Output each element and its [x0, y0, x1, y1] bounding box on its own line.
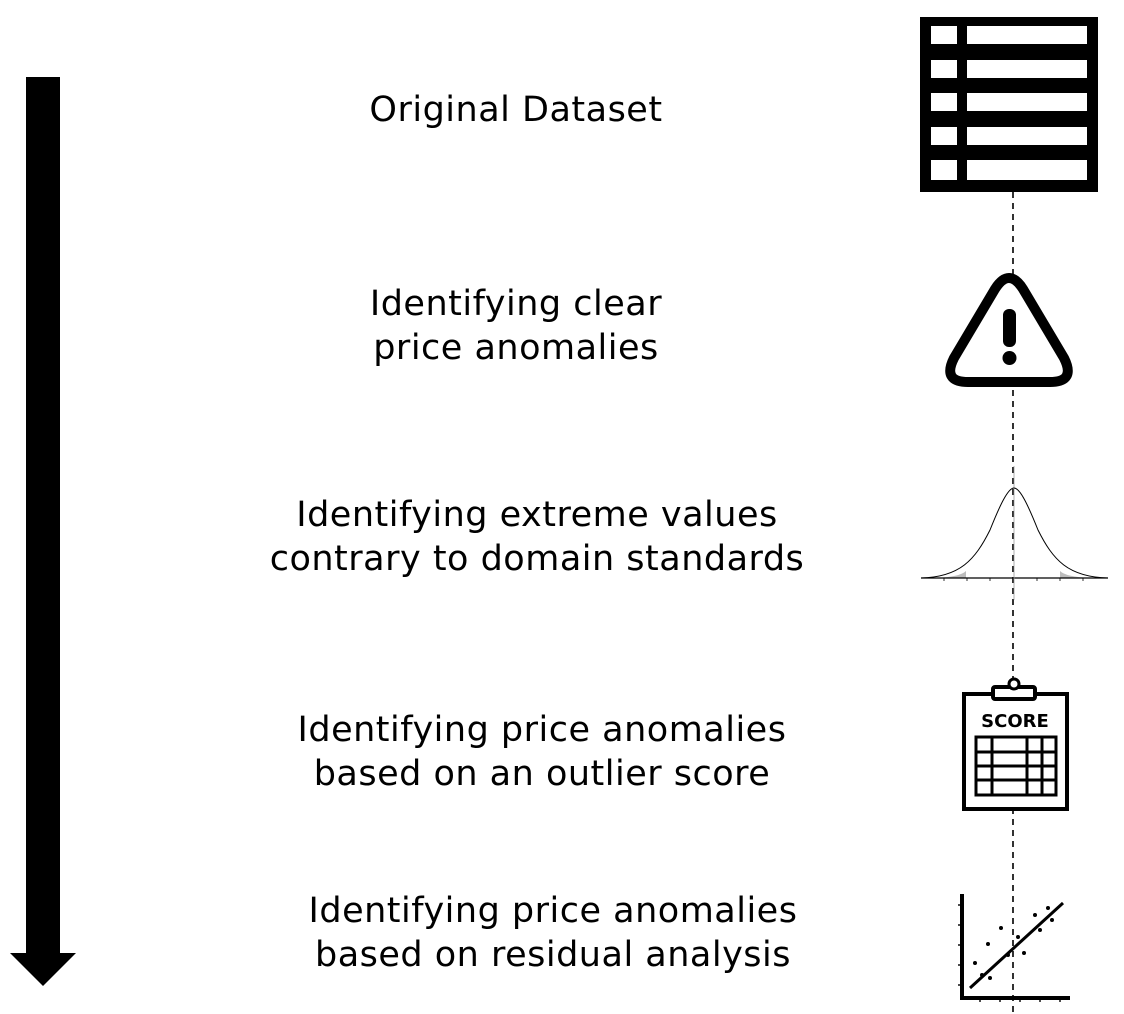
warning-icon [945, 273, 1073, 387]
flow-arrow [10, 77, 76, 986]
score-clipboard-icon: SCORE [962, 677, 1069, 811]
step-4-line-1: Identifying price anomalies [297, 710, 787, 750]
step-3-line-1: Identifying extreme values [296, 495, 778, 535]
step-label-residual-analysis: Identifying price anomalies based on res… [280, 889, 826, 977]
step-label-extreme-values: Identifying extreme values contrary to d… [236, 493, 838, 581]
normal-distribution-icon [920, 466, 1109, 600]
step-2-line-1: Identifying clear [369, 284, 663, 324]
table-icon [920, 17, 1098, 192]
step-5-line-2: based on residual analysis [314, 935, 791, 975]
step-label-clear-anomalies: Identifying clear price anomalies [280, 282, 752, 370]
step-3-line-2: contrary to domain standards [269, 539, 805, 579]
step-4-line-2: based on an outlier score [313, 754, 771, 794]
regression-scatter-icon [958, 894, 1070, 1002]
step-1-line-1: Original Dataset [369, 90, 663, 130]
step-5-line-1: Identifying price anomalies [308, 891, 798, 931]
step-label-outlier-score: Identifying price anomalies based on an … [268, 708, 816, 796]
score-text: SCORE [981, 711, 1049, 732]
step-label-original-dataset: Original Dataset [280, 88, 752, 132]
step-2-line-2: price anomalies [373, 328, 659, 368]
